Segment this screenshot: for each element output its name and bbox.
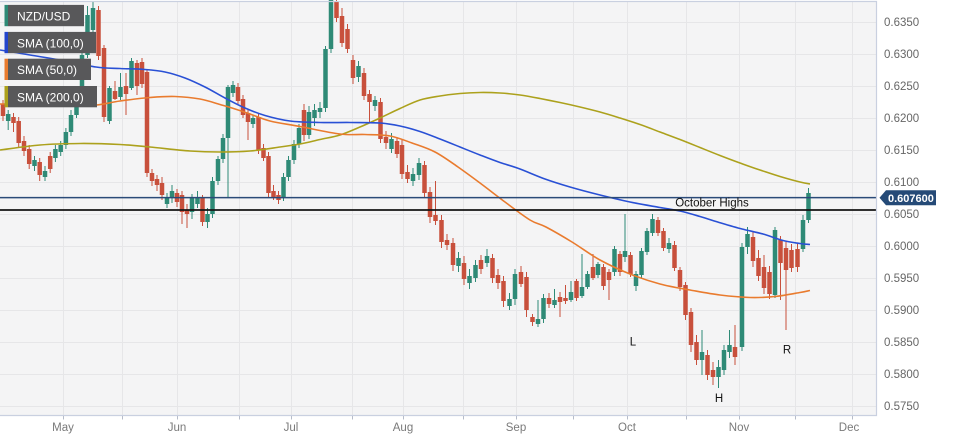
svg-text:0.6250: 0.6250: [884, 81, 919, 93]
svg-text:NZD/USD: NZD/USD: [17, 9, 71, 23]
svg-text:H: H: [715, 393, 723, 405]
svg-text:0.6050: 0.6050: [884, 209, 919, 221]
svg-text:Oct: Oct: [618, 422, 637, 434]
svg-text:SMA (200,0): SMA (200,0): [17, 91, 84, 105]
svg-text:Aug: Aug: [393, 422, 413, 434]
svg-text:Jun: Jun: [168, 422, 187, 434]
svg-text:0.5800: 0.5800: [884, 369, 919, 381]
svg-text:0.5950: 0.5950: [884, 273, 919, 285]
svg-text:0.5750: 0.5750: [884, 401, 919, 413]
svg-text:Nov: Nov: [729, 422, 750, 434]
svg-text:0.607600: 0.607600: [888, 193, 934, 205]
svg-text:Dec: Dec: [839, 422, 860, 434]
svg-text:SMA (100,0): SMA (100,0): [17, 36, 84, 50]
svg-text:R: R: [783, 345, 791, 357]
svg-text:Sep: Sep: [506, 422, 526, 434]
svg-text:Jul: Jul: [284, 422, 299, 434]
svg-text:0.6300: 0.6300: [884, 49, 919, 61]
svg-text:0.6100: 0.6100: [884, 177, 919, 189]
svg-text:0.6000: 0.6000: [884, 241, 919, 253]
svg-text:0.5900: 0.5900: [884, 305, 919, 317]
svg-text:0.6350: 0.6350: [884, 17, 919, 29]
svg-text:0.6150: 0.6150: [884, 145, 919, 157]
svg-text:L: L: [630, 337, 637, 349]
svg-text:October Highs: October Highs: [675, 198, 749, 210]
svg-text:May: May: [52, 422, 74, 434]
svg-text:SMA (50,0): SMA (50,0): [17, 63, 77, 77]
svg-text:0.6200: 0.6200: [884, 113, 919, 125]
svg-text:0.5850: 0.5850: [884, 337, 919, 349]
